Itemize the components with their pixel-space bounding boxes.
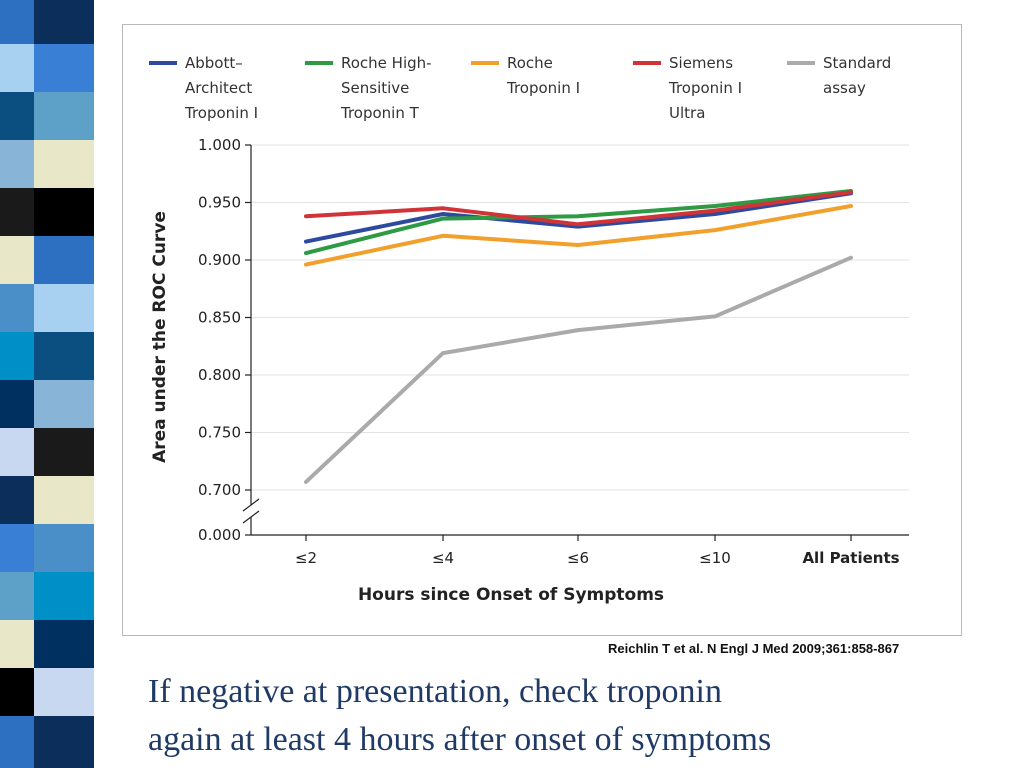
legend-label: Roche High- (341, 54, 432, 72)
x-tick-label: ≤4 (432, 549, 454, 567)
stripe-gap (94, 0, 112, 768)
y-tick-label: 0.700 (198, 481, 241, 499)
stripe-left (0, 44, 34, 92)
x-tick-label: ≤10 (699, 549, 731, 567)
axis-break-mark (242, 510, 260, 524)
legend-label: Architect (185, 79, 252, 97)
series-line (304, 255, 853, 484)
series-line (304, 191, 853, 244)
stripe-right (34, 428, 94, 476)
stripe-left (0, 332, 34, 380)
x-tick-label: All Patients (802, 549, 899, 567)
stripe-right (34, 524, 94, 572)
stripe-right (34, 476, 94, 524)
stripe-left (0, 140, 34, 188)
decorative-stripe-bar (0, 0, 112, 768)
legend-label: Troponin I (184, 104, 258, 122)
stripe-right (34, 284, 94, 332)
stripe-right (34, 716, 94, 768)
stripe-left (0, 188, 34, 236)
y-tick-label: 0.900 (198, 251, 241, 269)
legend-label: Ultra (669, 104, 705, 122)
series-line (304, 189, 853, 256)
y-axis-title: Area under the ROC Curve (150, 211, 170, 463)
roc-line-chart: 0.700 0.750 0.800 0.850 0.900 0.950 1.000 0.000… (149, 54, 909, 605)
legend-label: Troponin I (668, 79, 742, 97)
x-axis-title: Hours since Onset of Symptoms (358, 585, 664, 605)
stripe-left (0, 716, 34, 768)
y-tick-label-break: 0.000 (198, 526, 241, 544)
stripe-left (0, 236, 34, 284)
stripe-left (0, 0, 34, 44)
stripe-left (0, 476, 34, 524)
stripe-left (0, 524, 34, 572)
caption-line-1: If negative at presentation, check tropo… (148, 673, 722, 710)
stripe-left (0, 620, 34, 668)
stripe-right (34, 92, 94, 140)
x-tick-label: ≤2 (295, 549, 317, 567)
chart-figure: 0.700 0.750 0.800 0.850 0.900 0.950 1.000 0.000… (122, 24, 962, 636)
stripe-left (0, 428, 34, 476)
y-tick-label: 0.750 (198, 424, 241, 442)
legend-label: Sensitive (341, 79, 409, 97)
legend-label: Troponin T (340, 104, 420, 122)
legend-label: Roche (507, 54, 553, 72)
legend-label: assay (823, 79, 866, 97)
stripe-right (34, 668, 94, 716)
x-tick-label: ≤6 (567, 549, 589, 567)
legend-label: Abbott– (185, 54, 243, 72)
y-tick-label: 0.800 (198, 366, 241, 384)
legend-label: Troponin I (506, 79, 580, 97)
stripe-right (34, 620, 94, 668)
stripe-left (0, 92, 34, 140)
y-tick-label: 1.000 (198, 136, 241, 154)
stripe-left (0, 380, 34, 428)
slide-caption: If negative at presentation, check tropo… (148, 668, 1008, 764)
y-tick-label: 0.850 (198, 309, 241, 327)
stripe-right (34, 188, 94, 236)
series-line (304, 204, 853, 267)
stripe-right (34, 236, 94, 284)
legend-label: Standard (823, 54, 891, 72)
stripe-left (0, 668, 34, 716)
legend-label: Siemens (669, 54, 733, 72)
stripe-right (34, 380, 94, 428)
y-tick-label: 0.950 (198, 194, 241, 212)
caption-line-2: again at least 4 hours after onset of sy… (148, 721, 772, 758)
stripe-left (0, 572, 34, 620)
axis-break-mark (242, 498, 260, 512)
stripe-right (34, 572, 94, 620)
stripe-right (34, 44, 94, 92)
stripe-right (34, 332, 94, 380)
series-line (304, 190, 853, 227)
stripe-left (0, 284, 34, 332)
citation: Reichlin T et al. N Engl J Med 2009;361:… (608, 641, 900, 656)
stripe-right (34, 0, 94, 44)
stripe-right (34, 140, 94, 188)
